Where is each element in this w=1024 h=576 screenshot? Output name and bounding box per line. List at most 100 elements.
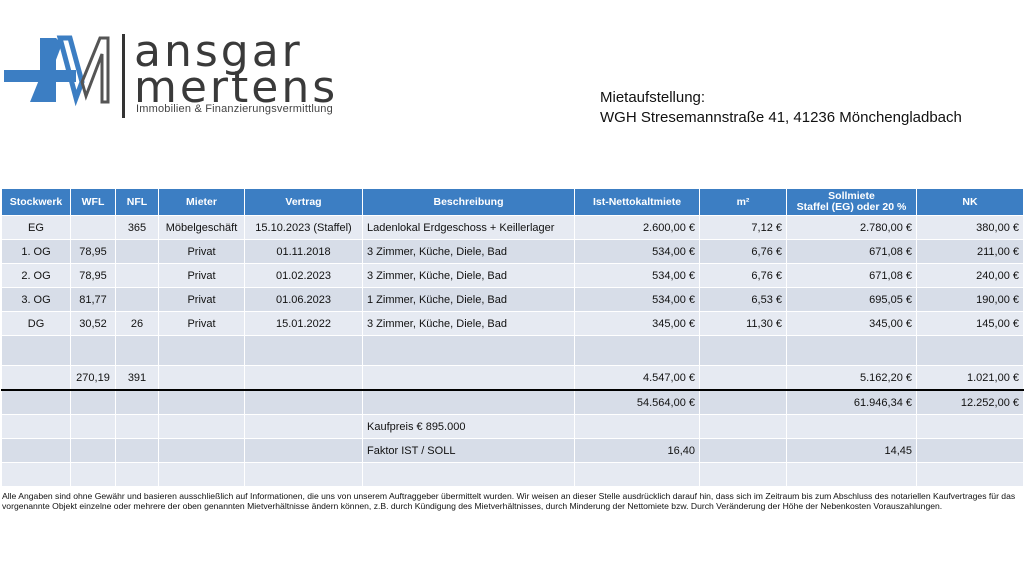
total-ist: 4.547,00 € <box>574 365 700 391</box>
empty-cell <box>158 438 245 463</box>
cell-wfl: 30,52 <box>70 311 116 336</box>
empty-cell <box>362 365 575 391</box>
empty-cell <box>70 335 116 366</box>
empty-cell <box>916 335 1024 366</box>
cell-vertrag: 01.06.2023 <box>244 287 363 312</box>
cell-qm: 11,30 € <box>699 311 787 336</box>
empty-cell <box>362 389 575 415</box>
col-header-wfl: WFL <box>70 188 116 216</box>
annual-ist: 54.564,00 € <box>574 389 700 415</box>
logo-name-last: mertens <box>134 62 339 113</box>
empty-cell <box>158 365 245 391</box>
document-heading: Mietaufstellung: WGH Stresemannstraße 41… <box>600 88 962 128</box>
cell-ist: 345,00 € <box>574 311 700 336</box>
cell-mieter: Privat <box>158 311 245 336</box>
empty-cell <box>115 438 159 463</box>
empty-cell <box>1 438 71 463</box>
table-row: 1. OG 78,95 Privat 01.11.2018 3 Zimmer, … <box>1 239 1024 264</box>
col-header-vertrag: Vertrag <box>244 188 363 216</box>
empty-cell <box>244 389 363 415</box>
heading-line-1: Mietaufstellung: <box>600 89 706 106</box>
col-header-ist: Ist-Nettokaltmiete <box>574 188 700 216</box>
total-wfl: 270,19 <box>70 365 116 391</box>
cell-ist: 534,00 € <box>574 263 700 288</box>
empty-cell <box>244 335 363 366</box>
faktor-ist: 16,40 <box>574 438 700 463</box>
cell-nk: 190,00 € <box>916 287 1024 312</box>
col-header-soll-line1: Sollmiete <box>828 190 875 202</box>
cell-vertrag: 01.11.2018 <box>244 239 363 264</box>
empty-cell <box>699 414 787 439</box>
empty-cell <box>699 365 787 391</box>
cell-ist: 534,00 € <box>574 287 700 312</box>
empty-cell <box>70 438 116 463</box>
empty-cell <box>574 462 700 487</box>
cell-stockwerk: DG <box>1 311 71 336</box>
empty-cell <box>916 462 1024 487</box>
total-soll: 5.162,20 € <box>786 365 917 391</box>
cell-ist: 534,00 € <box>574 239 700 264</box>
table-row: 2. OG 78,95 Privat 01.02.2023 3 Zimmer, … <box>1 263 1024 288</box>
empty-cell <box>70 389 116 415</box>
empty-cell <box>1 389 71 415</box>
cell-beschreibung: 1 Zimmer, Küche, Diele, Bad <box>362 287 575 312</box>
empty-cell <box>244 365 363 391</box>
empty-cell <box>574 335 700 366</box>
logo-tagline: Immobilien & Finanzierungsvermittlung <box>136 103 333 115</box>
empty-cell <box>1 462 71 487</box>
heading-line-2: WGH Stresemannstraße 41, 41236 Mönchengl… <box>600 109 962 126</box>
logo-divider <box>122 34 125 118</box>
cell-vertrag: 01.02.2023 <box>244 263 363 288</box>
cell-soll: 695,05 € <box>786 287 917 312</box>
empty-row <box>1 462 1024 487</box>
cell-qm: 6,76 € <box>699 239 787 264</box>
empty-cell <box>1 335 71 366</box>
empty-cell <box>362 335 575 366</box>
cell-nfl <box>115 239 159 264</box>
empty-cell <box>244 414 363 439</box>
cell-wfl: 81,77 <box>70 287 116 312</box>
cell-mieter: Privat <box>158 239 245 264</box>
annual-nk: 12.252,00 € <box>916 389 1024 415</box>
cell-beschreibung: 3 Zimmer, Küche, Diele, Bad <box>362 263 575 288</box>
cell-qm: 7,12 € <box>699 215 787 240</box>
total-nfl: 391 <box>115 365 159 391</box>
empty-cell <box>115 414 159 439</box>
empty-cell <box>1 414 71 439</box>
empty-cell <box>158 462 245 487</box>
cell-qm: 6,53 € <box>699 287 787 312</box>
faktor-row: Faktor IST / SOLL 16,40 14,45 <box>1 438 1024 463</box>
col-header-nk: NK <box>916 188 1024 216</box>
col-header-beschreibung: Beschreibung <box>362 188 575 216</box>
cell-mieter: Privat <box>158 287 245 312</box>
empty-cell <box>70 414 116 439</box>
kaufpreis-row: Kaufpreis € 895.000 <box>1 414 1024 439</box>
am-monogram-icon <box>4 35 110 107</box>
logo-name-first: ansgar <box>134 26 303 77</box>
cell-soll: 2.780,00 € <box>786 215 917 240</box>
table-header-row: Stockwerk WFL NFL Mieter Vertrag Beschre… <box>1 188 1024 216</box>
empty-cell <box>916 414 1024 439</box>
empty-cell <box>699 462 787 487</box>
cell-soll: 671,08 € <box>786 239 917 264</box>
empty-cell <box>158 389 245 415</box>
empty-cell <box>115 389 159 415</box>
col-header-soll: Sollmiete Staffel (EG) oder 20 % <box>786 188 917 216</box>
cell-nk: 380,00 € <box>916 215 1024 240</box>
cell-qm: 6,76 € <box>699 263 787 288</box>
empty-cell <box>362 462 575 487</box>
monthly-total-row: 270,19 391 4.547,00 € 5.162,20 € 1.021,0… <box>1 365 1024 391</box>
faktor-label: Faktor IST / SOLL <box>362 438 575 463</box>
cell-soll: 671,08 € <box>786 263 917 288</box>
empty-cell <box>158 414 245 439</box>
table-row: DG 30,52 26 Privat 15.01.2022 3 Zimmer, … <box>1 311 1024 336</box>
empty-cell <box>244 438 363 463</box>
empty-cell <box>916 438 1024 463</box>
cell-ist: 2.600,00 € <box>574 215 700 240</box>
cell-mieter: Möbelgeschäft <box>158 215 245 240</box>
col-header-soll-line2: Staffel (EG) oder 20 % <box>796 201 907 213</box>
empty-cell <box>115 462 159 487</box>
cell-beschreibung: 3 Zimmer, Küche, Diele, Bad <box>362 239 575 264</box>
faktor-soll: 14,45 <box>786 438 917 463</box>
empty-cell <box>786 335 917 366</box>
